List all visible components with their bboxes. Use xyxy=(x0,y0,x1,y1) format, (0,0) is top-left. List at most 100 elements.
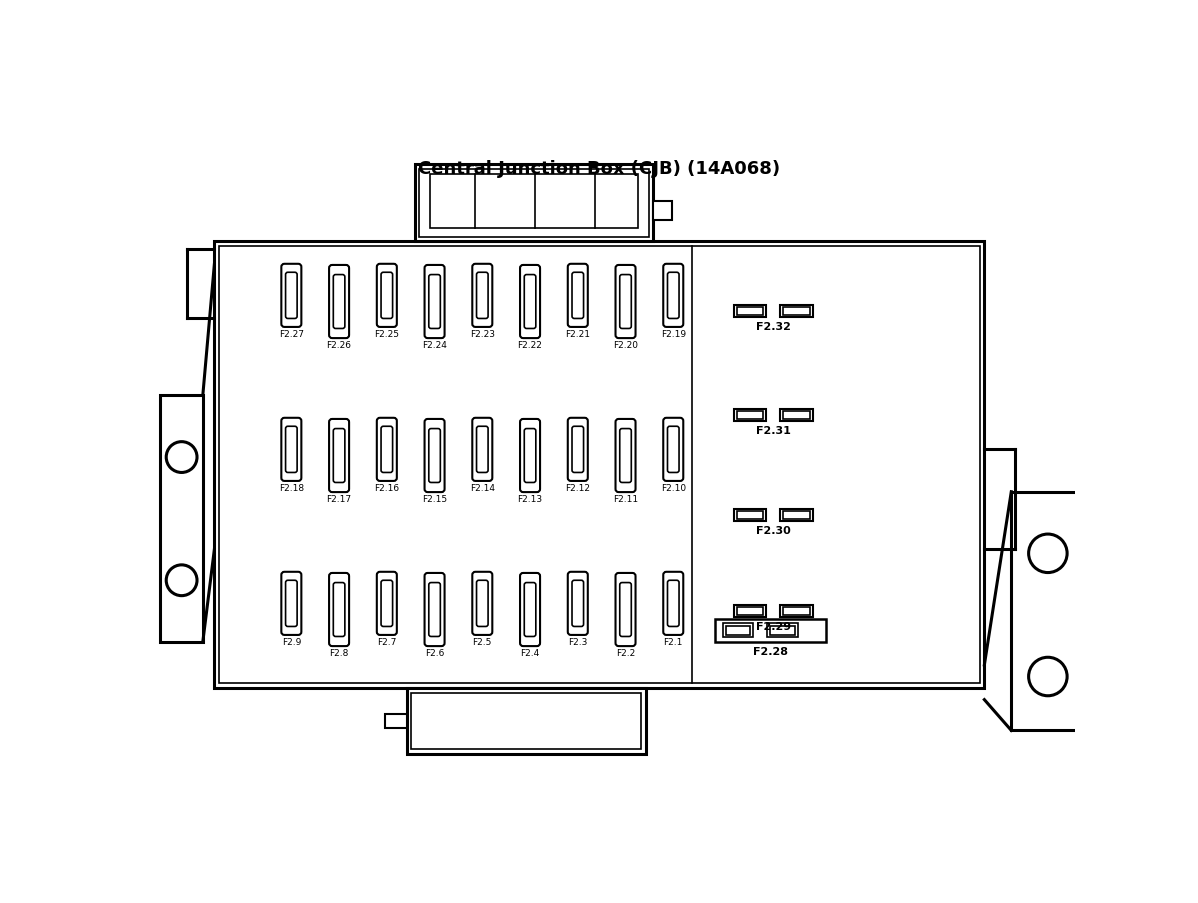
FancyBboxPatch shape xyxy=(381,581,393,627)
Bar xyxy=(386,714,407,729)
Text: F2.20: F2.20 xyxy=(613,341,639,350)
FancyBboxPatch shape xyxy=(568,573,588,635)
Text: F2.21: F2.21 xyxy=(565,330,591,339)
FancyBboxPatch shape xyxy=(424,573,444,647)
FancyBboxPatch shape xyxy=(477,273,488,319)
Bar xyxy=(214,242,985,688)
FancyBboxPatch shape xyxy=(329,265,349,339)
FancyBboxPatch shape xyxy=(477,581,488,627)
FancyBboxPatch shape xyxy=(667,581,679,627)
FancyBboxPatch shape xyxy=(381,273,393,319)
FancyBboxPatch shape xyxy=(520,265,540,339)
FancyBboxPatch shape xyxy=(424,420,444,492)
FancyBboxPatch shape xyxy=(525,429,536,483)
FancyBboxPatch shape xyxy=(667,427,679,473)
FancyBboxPatch shape xyxy=(329,420,349,492)
Text: F2.9: F2.9 xyxy=(282,638,301,647)
FancyBboxPatch shape xyxy=(377,573,397,635)
FancyBboxPatch shape xyxy=(429,275,441,329)
Bar xyxy=(780,409,812,422)
Text: F2.15: F2.15 xyxy=(422,495,447,504)
Text: F2.30: F2.30 xyxy=(756,526,791,535)
Bar xyxy=(411,693,641,749)
Bar xyxy=(737,608,763,615)
Text: F2.31: F2.31 xyxy=(756,425,791,435)
FancyBboxPatch shape xyxy=(477,427,488,473)
Bar xyxy=(780,509,812,521)
FancyBboxPatch shape xyxy=(424,265,444,339)
Bar xyxy=(726,626,750,635)
Bar xyxy=(161,396,202,642)
Text: F2.17: F2.17 xyxy=(327,495,352,504)
Circle shape xyxy=(1029,657,1067,696)
Circle shape xyxy=(167,442,196,473)
FancyBboxPatch shape xyxy=(285,581,297,627)
Text: F2.10: F2.10 xyxy=(661,484,685,493)
Bar xyxy=(407,688,646,754)
Bar xyxy=(783,608,810,615)
Text: F2.18: F2.18 xyxy=(279,484,304,493)
Circle shape xyxy=(1029,535,1067,573)
Bar xyxy=(734,605,767,618)
Bar xyxy=(734,409,767,422)
FancyBboxPatch shape xyxy=(520,573,540,647)
FancyBboxPatch shape xyxy=(664,573,683,635)
FancyBboxPatch shape xyxy=(664,265,683,328)
FancyBboxPatch shape xyxy=(667,273,679,319)
Bar xyxy=(770,626,795,635)
Circle shape xyxy=(167,565,196,596)
FancyBboxPatch shape xyxy=(616,265,635,339)
FancyBboxPatch shape xyxy=(616,573,635,647)
FancyBboxPatch shape xyxy=(282,573,302,635)
Text: F2.24: F2.24 xyxy=(422,341,447,350)
Bar xyxy=(737,412,763,419)
FancyBboxPatch shape xyxy=(282,265,302,328)
FancyBboxPatch shape xyxy=(568,265,588,328)
Bar xyxy=(722,624,754,638)
FancyBboxPatch shape xyxy=(619,275,631,329)
FancyBboxPatch shape xyxy=(619,429,631,483)
FancyBboxPatch shape xyxy=(571,427,583,473)
FancyBboxPatch shape xyxy=(619,583,631,637)
Text: F2.26: F2.26 xyxy=(327,341,351,350)
Text: F2.7: F2.7 xyxy=(377,638,397,647)
FancyBboxPatch shape xyxy=(525,275,536,329)
FancyBboxPatch shape xyxy=(377,265,397,328)
Bar xyxy=(419,170,648,237)
FancyBboxPatch shape xyxy=(429,429,441,483)
Text: F2.19: F2.19 xyxy=(661,330,685,339)
Bar xyxy=(783,511,810,519)
FancyBboxPatch shape xyxy=(472,418,492,481)
Bar xyxy=(415,165,653,242)
FancyBboxPatch shape xyxy=(285,427,297,473)
Bar xyxy=(783,412,810,419)
FancyBboxPatch shape xyxy=(282,418,302,481)
Text: Central Junction Box (CJB) (14A068): Central Junction Box (CJB) (14A068) xyxy=(418,160,780,178)
FancyBboxPatch shape xyxy=(429,583,441,637)
Text: F2.2: F2.2 xyxy=(616,648,635,657)
Text: F2.1: F2.1 xyxy=(664,638,683,647)
Text: F2.23: F2.23 xyxy=(470,330,495,339)
Text: F2.12: F2.12 xyxy=(565,484,591,493)
FancyBboxPatch shape xyxy=(329,573,349,647)
Text: F2.5: F2.5 xyxy=(473,638,492,647)
Text: F2.22: F2.22 xyxy=(518,341,543,350)
FancyBboxPatch shape xyxy=(472,265,492,328)
Bar xyxy=(737,511,763,519)
Text: F2.27: F2.27 xyxy=(279,330,304,339)
FancyBboxPatch shape xyxy=(616,420,635,492)
FancyBboxPatch shape xyxy=(333,429,345,483)
Text: F2.8: F2.8 xyxy=(329,648,349,657)
Bar xyxy=(219,247,980,684)
Text: F2.4: F2.4 xyxy=(520,648,539,657)
FancyBboxPatch shape xyxy=(381,427,393,473)
Text: F2.14: F2.14 xyxy=(470,484,495,493)
FancyBboxPatch shape xyxy=(333,583,345,637)
Text: F2.28: F2.28 xyxy=(754,646,788,656)
Text: F2.11: F2.11 xyxy=(613,495,639,504)
Text: F2.3: F2.3 xyxy=(568,638,587,647)
Bar xyxy=(783,308,810,315)
Bar xyxy=(734,305,767,318)
Bar xyxy=(780,605,812,618)
FancyBboxPatch shape xyxy=(664,418,683,481)
